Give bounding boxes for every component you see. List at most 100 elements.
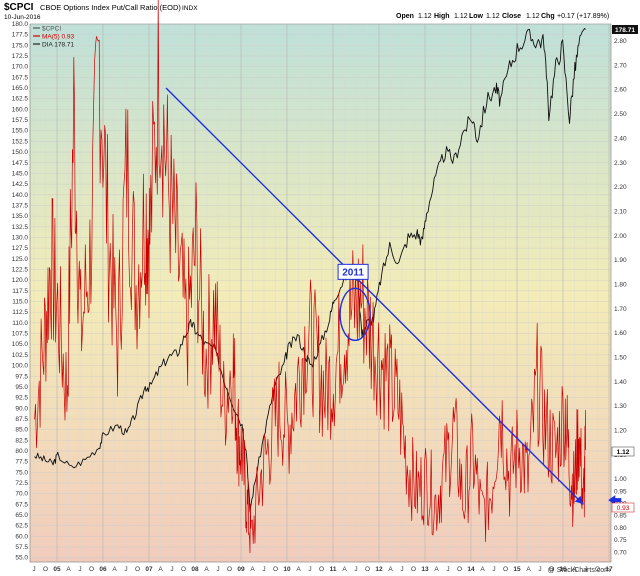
- open-label: Open: [396, 13, 414, 20]
- highlight-ellipse: [339, 287, 371, 342]
- chart-date: 10-Jun-2016: [4, 14, 41, 21]
- left-tick-label: 172.5: [12, 53, 29, 60]
- left-tick-label: 80.0: [15, 448, 28, 455]
- left-tick-label: 120.0: [12, 277, 29, 284]
- right-tick-label: 1.60: [614, 330, 627, 337]
- ohlc-readout: Open 1.12 High 1.12 Low 1.12 Close 1.12 …: [396, 13, 609, 20]
- value-tag-ratio-bg: [611, 446, 635, 457]
- right-tick-label: 2.60: [614, 87, 627, 94]
- left-tick-label: 165.0: [12, 85, 29, 92]
- chg-value: +0.17 (+17.89%): [557, 13, 609, 20]
- left-tick-label: 55.0: [15, 555, 28, 562]
- left-tick-label: 177.5: [12, 32, 29, 39]
- right-tick-label: 1.70: [614, 306, 627, 313]
- x-tick-label: O: [89, 566, 94, 573]
- x-tick-label: O: [595, 566, 600, 573]
- right-tick-label: 1.20: [614, 428, 627, 435]
- series-dia-line: [34, 28, 586, 513]
- x-tick-label: O: [411, 566, 416, 573]
- x-tick-label: A: [572, 566, 577, 573]
- left-tick-label: 65.0: [15, 512, 28, 519]
- trend-arrowhead: [574, 495, 584, 505]
- right-tick-label: 0.80: [614, 525, 627, 532]
- left-tick-label: 180.0: [12, 21, 29, 28]
- x-tick-label: A: [112, 566, 117, 573]
- right-tick-label: 1.50: [614, 355, 627, 362]
- x-tick-label: J: [216, 566, 219, 573]
- legend-label: MA(5) 0.93: [42, 34, 75, 41]
- left-axis-ticks: 180.0 177.5 175.0 172.5 170.0 167.5 165.0 162.5…: [12, 21, 29, 562]
- x-tick-label: A: [204, 566, 209, 573]
- value-tag-ratio: 1.12: [611, 446, 635, 457]
- x-tick-label: 09: [237, 566, 245, 573]
- right-tick-label: 1.90: [614, 257, 627, 264]
- left-tick-label: 150.0: [12, 149, 29, 156]
- x-tick-label: A: [296, 566, 301, 573]
- x-tick-label: J: [446, 566, 449, 573]
- x-tick-label: O: [43, 566, 48, 573]
- left-tick-label: 162.5: [12, 96, 29, 103]
- x-tick-label: J: [584, 566, 587, 573]
- x-tick-label: 07: [145, 566, 153, 573]
- low-label: Low: [469, 13, 484, 20]
- x-tick-label: O: [457, 566, 462, 573]
- left-tick-label: 62.5: [15, 523, 28, 530]
- left-tick-label: 82.5: [15, 437, 28, 444]
- right-tick-label: 1.40: [614, 379, 627, 386]
- x-tick-label: A: [158, 566, 163, 573]
- right-tick-label: 1.00: [614, 476, 627, 483]
- left-tick-label: 75.0: [15, 469, 28, 476]
- x-tick-label: J: [354, 566, 357, 573]
- x-tick-label: O: [365, 566, 370, 573]
- year-callout-box: [337, 263, 369, 280]
- side-arrow-icon: [608, 495, 622, 506]
- high-value: 1.12: [454, 13, 468, 20]
- left-tick-label: 127.5: [12, 245, 29, 252]
- left-tick-label: 125.0: [12, 256, 29, 263]
- close-label: Close: [502, 13, 521, 20]
- x-tick-label: 12: [375, 566, 383, 573]
- x-tick-label: 08: [191, 566, 199, 573]
- low-value: 1.12: [486, 13, 500, 20]
- right-tick-label: 2.10: [614, 208, 627, 215]
- left-tick-label: 60.0: [15, 533, 28, 540]
- x-tick-label: A: [434, 566, 439, 573]
- left-tick-label: 167.5: [12, 74, 29, 81]
- left-tick-label: 147.5: [12, 160, 29, 167]
- year-callout: 2011: [337, 263, 369, 280]
- x-tick-label: O: [319, 566, 324, 573]
- series-layer: [34, 0, 586, 554]
- left-tick-label: 112.5: [12, 309, 28, 316]
- value-tag-ratio-text: 1.12: [617, 449, 630, 456]
- x-tick-label: 10: [283, 566, 291, 573]
- close-value: 1.12: [526, 13, 540, 20]
- x-tick-label: 15: [513, 566, 521, 573]
- left-tick-label: 132.5: [12, 224, 29, 231]
- x-tick-label: 06: [99, 566, 107, 573]
- trend-line: [165, 87, 584, 505]
- left-tick-label: 102.5: [12, 352, 29, 359]
- x-tick-label: A: [388, 566, 393, 573]
- left-tick-label: 145.0: [12, 170, 29, 177]
- left-tick-label: 100.0: [12, 363, 29, 370]
- left-arrow-icon: [608, 495, 622, 506]
- left-tick-label: 107.5: [12, 331, 29, 338]
- left-tick-label: 160.0: [12, 106, 29, 113]
- x-tick-label: 16: [559, 566, 567, 573]
- x-tick-label: J: [124, 566, 127, 573]
- x-tick-label: 17: [605, 566, 613, 573]
- right-tick-label: 2.70: [614, 62, 627, 69]
- right-tick-label: 2.30: [614, 160, 627, 167]
- left-tick-label: 170.0: [12, 64, 29, 71]
- x-tick-label: A: [66, 566, 71, 573]
- left-tick-label: 92.5: [15, 395, 28, 402]
- chg-label: Chg: [541, 13, 555, 20]
- left-tick-label: 140.0: [12, 192, 29, 199]
- right-tick-label: 2.50: [614, 111, 627, 118]
- legend-label: $CPCI: [42, 26, 61, 33]
- left-tick-label: 70.0: [15, 491, 28, 498]
- x-tick-label: J: [170, 566, 173, 573]
- x-tick-label: 05: [53, 566, 61, 573]
- right-tick-label: 1.80: [614, 281, 627, 288]
